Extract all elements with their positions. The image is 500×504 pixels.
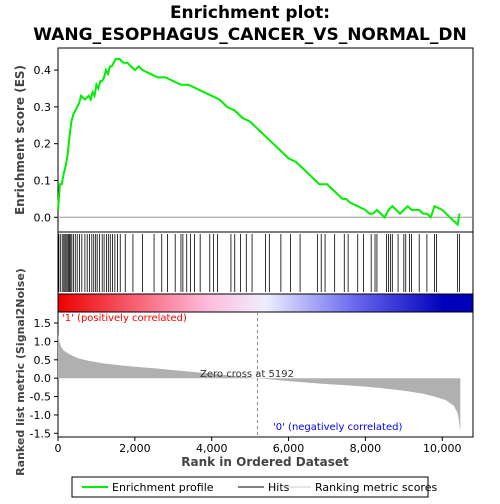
ranking-metric-area — [58, 334, 461, 430]
positive-label: '1' (positively correlated) — [62, 313, 187, 324]
x-tick-label: 0 — [55, 442, 62, 455]
metric-y-tick-label: 0.5 — [34, 354, 52, 367]
x-tick-label: 6,000 — [273, 442, 305, 455]
title-line-2: WANG_ESOPHAGUS_CANCER_VS_NORMAL_DN — [33, 25, 466, 45]
metric-y-tick-label: 1.0 — [34, 335, 52, 348]
x-tick-label: 8,000 — [350, 442, 382, 455]
legend-label: Hits — [268, 481, 290, 494]
metric-y-tick-label: -0.5 — [30, 391, 51, 404]
metric-y-axis: -1.5 -1.0 -0.5 0.0 0.5 1.0 1.5 — [30, 317, 58, 440]
metric-y-tick-label: 0.0 — [34, 372, 52, 385]
es-y-tick-label: 0.4 — [34, 64, 52, 77]
x-axis-label: Rank in Ordered Dataset — [181, 455, 349, 469]
es-y-axis: 0.0 0.1 0.2 0.3 0.4 — [34, 64, 58, 224]
x-tick-label: 10,000 — [423, 442, 462, 455]
negative-label: '0' (negatively correlated) — [273, 422, 402, 433]
legend-label: Enrichment profile — [112, 481, 214, 494]
metric-y-tick-label: 1.5 — [34, 317, 52, 330]
title-line-1: Enrichment plot: — [170, 3, 330, 23]
es-y-tick-label: 0.0 — [34, 211, 52, 224]
x-tick-label: 2,000 — [119, 442, 151, 455]
metric-y-axis-label: Ranked list metric (Signal2Noise) — [14, 268, 27, 476]
ranking-color-bar — [57, 293, 474, 313]
es-y-tick-label: 0.3 — [34, 101, 52, 114]
es-panel-frame — [57, 47, 474, 233]
es-y-tick-label: 0.1 — [34, 174, 52, 187]
metric-y-tick-label: -1.5 — [30, 427, 51, 440]
zero-cross-label: Zero cross at 5192 — [200, 369, 294, 380]
x-tick-label: 4,000 — [196, 442, 228, 455]
es-y-tick-label: 0.2 — [34, 138, 52, 151]
enrichment-profile-line — [57, 58, 461, 227]
legend: Enrichment profile Hits Ranking metric sco… — [82, 481, 437, 494]
es-y-axis-label: Enrichment score (ES) — [13, 65, 27, 215]
legend-label: Ranking metric scores — [315, 481, 437, 494]
metric-y-tick-label: -1.0 — [30, 409, 51, 422]
metric-x-axis: 0 2,000 4,000 6,000 8,000 10,000 — [55, 437, 462, 455]
hits-marks — [58, 234, 460, 292]
